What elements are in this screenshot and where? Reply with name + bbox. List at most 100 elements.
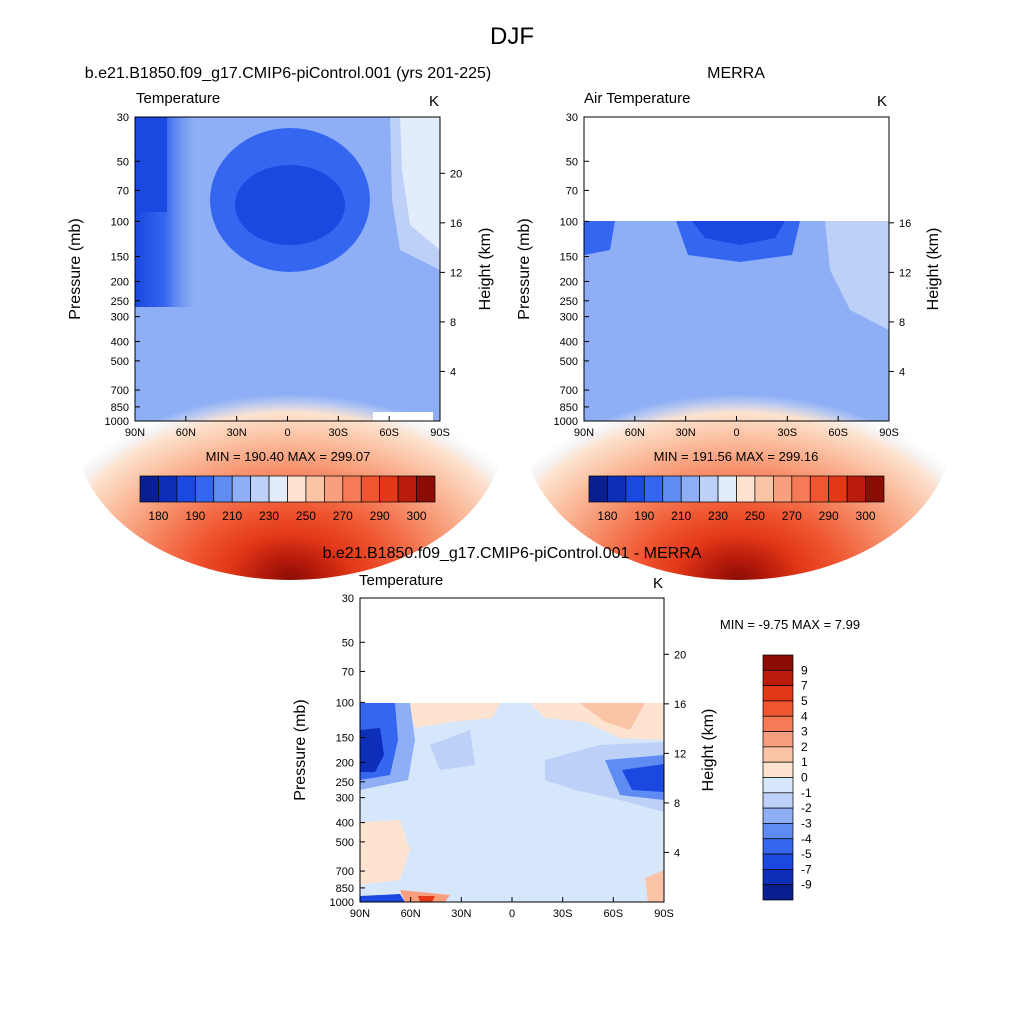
panel-obs-missing-upper <box>584 117 889 221</box>
diff-colorbar-label: 9 <box>801 663 808 677</box>
diff-colorbar-label: -4 <box>801 832 812 846</box>
latitude-tick-label: 90S <box>654 908 674 920</box>
colorbar-label: 270 <box>333 509 353 523</box>
colorbar-swatch <box>250 475 270 503</box>
colorbar-swatch <box>287 475 307 503</box>
colorbar-label: 180 <box>597 509 617 523</box>
colorbar-swatch <box>268 475 288 503</box>
panel-diff-contour-warm-core <box>580 703 645 730</box>
colorbar-swatch <box>809 475 830 503</box>
panel-diff-contour-warm-top-left <box>405 703 500 728</box>
pressure-tick-label: 50 <box>566 156 578 168</box>
colorbar-swatch <box>865 475 885 503</box>
pressure-tick-label: 200 <box>111 276 129 288</box>
diff-colorbar-swatch <box>762 777 794 794</box>
latitude-tick-label: 60N <box>625 427 645 439</box>
panel-model-plot <box>75 116 505 580</box>
pressure-tick-label: 150 <box>111 252 129 264</box>
colorbar-label: 230 <box>259 509 279 523</box>
latitude-tick-label: 30N <box>451 908 471 920</box>
height-tick-label: 12 <box>450 267 462 279</box>
pressure-tick-label: 1000 <box>330 897 354 909</box>
panel-diff-plot <box>359 597 665 903</box>
height-tick-label: 20 <box>450 168 462 180</box>
diff-colorbar-swatch <box>762 869 794 886</box>
panel-model-stats: MIN = 190.40 MAX = 299.07 <box>206 449 371 464</box>
panel-diff-stats: MIN = -9.75 MAX = 7.99 <box>720 617 860 632</box>
figure-title: DJF <box>490 23 534 50</box>
latitude-tick-label: 60N <box>176 427 196 439</box>
diff-colorbar-label: -5 <box>801 847 812 861</box>
diff-colorbar-swatch <box>762 853 794 870</box>
diff-colorbar-swatch <box>762 700 794 717</box>
pressure-tick-label: 70 <box>117 185 129 197</box>
colorbar-swatch <box>699 475 719 503</box>
pressure-tick-label: 70 <box>342 666 354 678</box>
pressure-tick-label: 850 <box>560 402 578 414</box>
panel-obs-ylabel-right: Height (km) <box>925 228 942 311</box>
latitude-tick-label: 90N <box>350 908 370 920</box>
panel-obs-contour-polar-cold <box>584 221 615 255</box>
diff-colorbar-label: -3 <box>801 816 812 830</box>
panel-diff-left-axis: 30 50 70 100 150 200 250 300 400 500 700 850 1000 <box>330 593 365 909</box>
colorbar-swatch <box>360 475 381 503</box>
colorbar-label: 270 <box>782 509 802 523</box>
panel-obs: MERRA Air Temperature K 30 50 70 100 150 200 2… <box>516 65 953 580</box>
diff-colorbar-swatch <box>762 838 794 855</box>
height-tick-label: 12 <box>899 267 911 279</box>
diff-colorbar-label: 4 <box>801 709 808 723</box>
colorbar-swatch <box>736 475 756 503</box>
colorbar-label: 290 <box>370 509 390 523</box>
panel-diff-contour-warm-surface-core <box>418 896 435 902</box>
panel-model-colorbar: 180 190 210 230 250 270 290 300 <box>139 475 436 523</box>
colorbar-swatch <box>305 475 325 503</box>
pressure-tick-label: 30 <box>342 593 354 605</box>
pressure-tick-label: 400 <box>560 337 578 349</box>
colorbar-label: 210 <box>671 509 691 523</box>
panel-diff-contour-warm-lower-left <box>360 820 410 885</box>
height-tick-label: 16 <box>450 218 462 230</box>
panel-diff-field-label: Temperature <box>359 572 443 589</box>
diff-colorbar-swatch <box>762 685 794 702</box>
pressure-tick-label: 700 <box>111 385 129 397</box>
panel-model-units: K <box>429 93 439 110</box>
panel-obs-field-label: Air Temperature <box>584 90 690 107</box>
latitude-tick-label: 0 <box>733 427 739 439</box>
colorbar-swatch <box>213 475 233 503</box>
panel-diff-ylabel-left: Pressure (mb) <box>292 699 309 800</box>
height-tick-label: 16 <box>674 699 686 711</box>
pressure-tick-label: 300 <box>336 793 354 805</box>
colorbar-swatch <box>158 475 178 503</box>
pressure-tick-label: 850 <box>111 402 129 414</box>
pressure-tick-label: 500 <box>336 837 354 849</box>
panel-diff-right-axis: 4 8 12 16 20 <box>664 649 686 859</box>
panel-model-contour-lighter <box>400 117 440 250</box>
pressure-tick-label: 50 <box>342 637 354 649</box>
panel-model-field-label: Temperature <box>136 90 220 107</box>
colorbar-swatch <box>342 475 362 503</box>
pressure-tick-label: 700 <box>336 866 354 878</box>
diff-colorbar-swatch <box>762 731 794 748</box>
height-tick-label: 20 <box>674 649 686 661</box>
diff-colorbar-label: -9 <box>801 878 812 892</box>
pressure-tick-label: 250 <box>560 296 578 308</box>
latitude-tick-label: 30S <box>329 427 349 439</box>
diff-colorbar-label: 7 <box>801 679 808 693</box>
panel-diff: b.e21.B1850.f09_g17.CMIP6-piControl.001 … <box>292 545 860 920</box>
diff-colorbar-swatch <box>762 715 794 732</box>
diff-colorbar-label: -2 <box>801 801 812 815</box>
pressure-tick-label: 150 <box>560 252 578 264</box>
height-tick-label: 8 <box>450 317 456 329</box>
colorbar-swatch <box>791 475 811 503</box>
diff-colorbar-label: 2 <box>801 740 808 754</box>
diff-colorbar-swatch <box>762 669 794 686</box>
diff-colorbar-label: 5 <box>801 694 808 708</box>
pressure-tick-label: 400 <box>111 337 129 349</box>
panel-model-x-axis: 90N 60N 30N 0 30S 60S 90S <box>125 416 450 439</box>
colorbar-swatch <box>588 475 608 503</box>
diff-colorbar-swatch <box>762 746 794 763</box>
colorbar-swatch <box>324 475 344 503</box>
panel-diff-contour-cold-surface <box>360 894 405 902</box>
panel-obs-right-axis: 4 8 12 16 <box>889 218 911 378</box>
pressure-tick-label: 200 <box>336 757 354 769</box>
